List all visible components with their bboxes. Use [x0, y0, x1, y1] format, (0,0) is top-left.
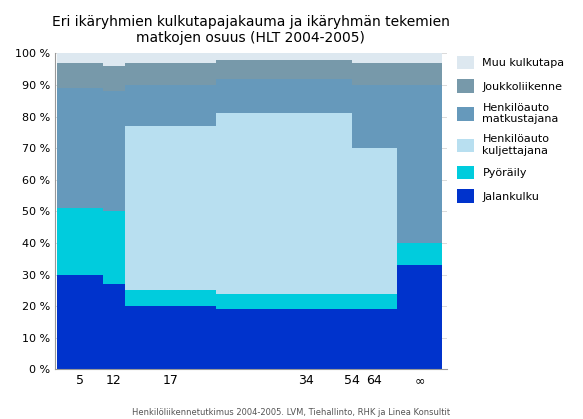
- Bar: [216, 79, 397, 114]
- Bar: [57, 274, 103, 370]
- Bar: [103, 53, 125, 66]
- Bar: [103, 91, 125, 211]
- Title: Eri ikäryhmien kulkutapajakauma ja ikäryhmän tekemien
matkojen osuus (HLT 2004-2: Eri ikäryhmien kulkutapajakauma ja ikäry…: [52, 15, 450, 45]
- Bar: [125, 63, 216, 85]
- Bar: [307, 114, 397, 274]
- Bar: [307, 59, 397, 79]
- Bar: [352, 148, 397, 274]
- Bar: [216, 59, 397, 79]
- Bar: [103, 66, 125, 91]
- Bar: [397, 53, 442, 63]
- Bar: [57, 63, 103, 88]
- Bar: [307, 274, 397, 300]
- Bar: [103, 211, 125, 284]
- Bar: [57, 88, 103, 208]
- Bar: [216, 294, 397, 309]
- Bar: [307, 300, 397, 370]
- Bar: [125, 126, 216, 290]
- Bar: [352, 63, 397, 85]
- Bar: [103, 284, 125, 370]
- Bar: [216, 309, 397, 370]
- Bar: [397, 63, 442, 85]
- Bar: [397, 85, 442, 243]
- Bar: [57, 53, 103, 63]
- Bar: [307, 79, 397, 114]
- Bar: [397, 243, 442, 265]
- Bar: [397, 265, 442, 370]
- Bar: [352, 294, 397, 370]
- Bar: [216, 114, 397, 294]
- Text: Henkilöliikennetutkimus 2004-2005. LVM, Tiehallinto, RHK ja Linea Konsultit: Henkilöliikennetutkimus 2004-2005. LVM, …: [132, 408, 451, 417]
- Bar: [352, 53, 397, 63]
- Bar: [216, 53, 397, 59]
- Bar: [352, 274, 397, 294]
- Bar: [125, 306, 216, 370]
- Bar: [125, 53, 216, 63]
- Bar: [307, 53, 397, 59]
- Bar: [352, 85, 397, 148]
- Bar: [125, 85, 216, 126]
- Bar: [125, 290, 216, 306]
- Bar: [57, 208, 103, 274]
- Legend: Muu kulkutapa, Joukkoliikenne, Henkilöauto
matkustajana, Henkilöauto
kuljettajan: Muu kulkutapa, Joukkoliikenne, Henkilöau…: [455, 53, 567, 205]
